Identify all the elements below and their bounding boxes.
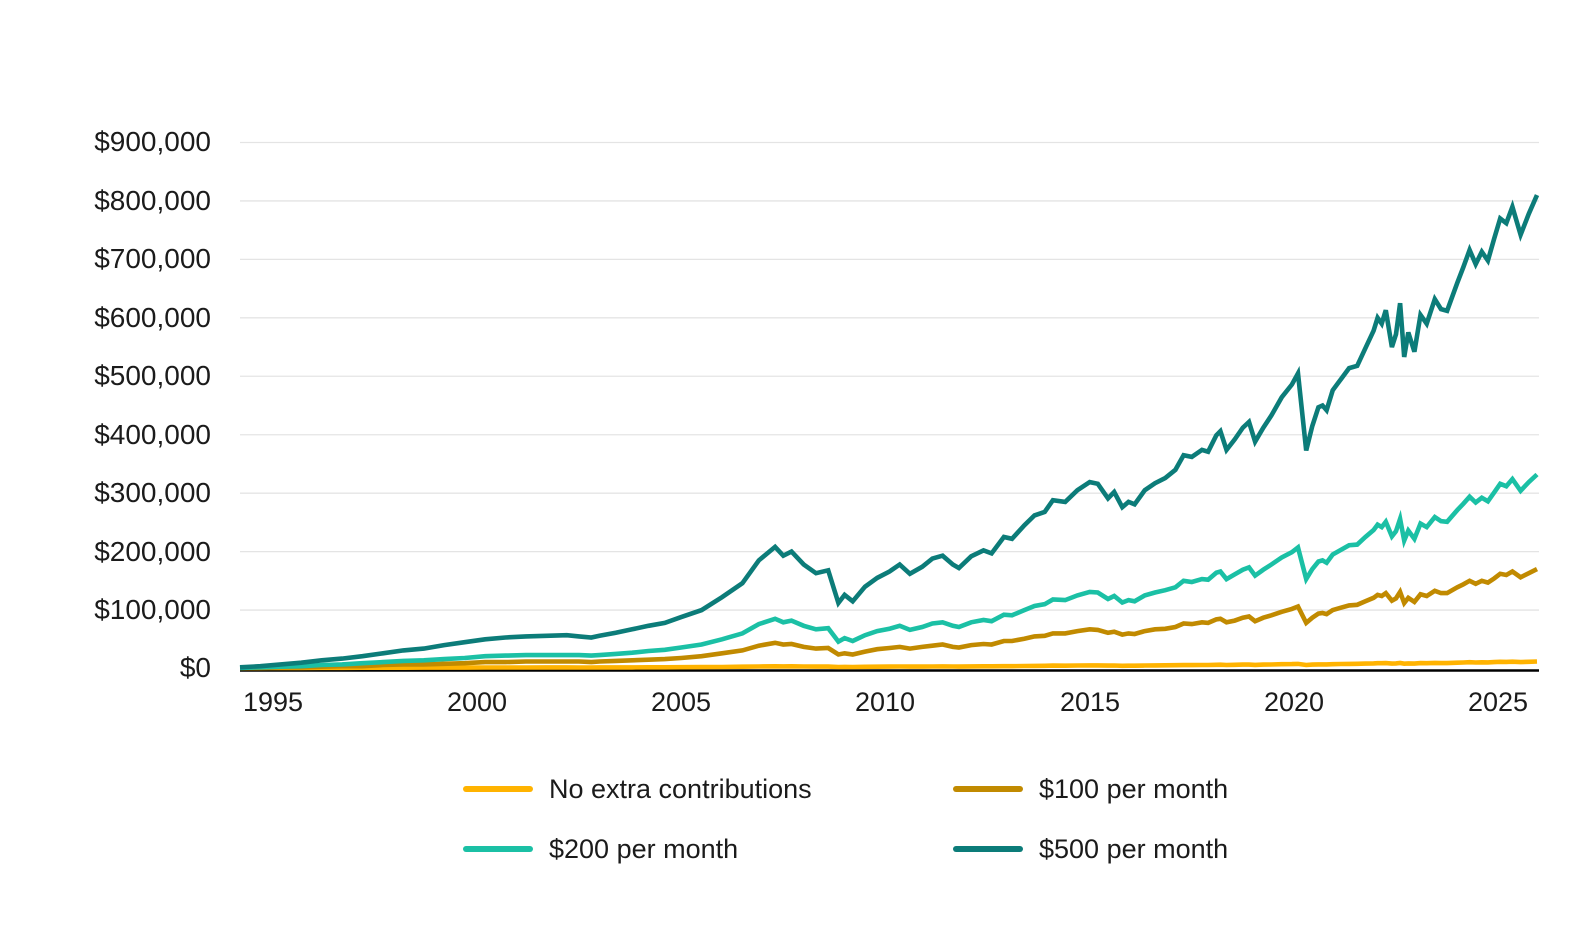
y-tick-label: $0 [179,652,211,683]
legend-item-500-per-month: $500 per month [953,832,1228,866]
legend-label: No extra contributions [549,774,812,804]
y-tick-label: $800,000 [94,185,211,216]
x-tick-label: 2010 [854,687,916,717]
y-tick-label: $300,000 [94,477,211,508]
series-line-no-extra-contributions [240,659,1538,671]
y-tick-label: $600,000 [94,302,211,333]
x-tick-label: 2000 [446,687,508,717]
y-tick-label: $100,000 [94,594,211,625]
y-tick-label: $700,000 [94,243,211,274]
x-tick-label: 2025 [1467,687,1529,717]
legend-item-100-per-month: $100 per month [953,772,1228,806]
y-tick-label: $500,000 [94,360,211,391]
legend-swatch-200-per-month [463,846,533,852]
y-tick-label: $900,000 [94,126,211,157]
x-tick-label: 1995 [242,687,304,717]
legend-item-200-per-month: $200 per month [463,832,738,866]
x-tick-label: 2005 [650,687,712,717]
y-tick-label: $200,000 [94,536,211,567]
y-tick-label: $400,000 [94,419,211,450]
legend-label: $100 per month [1039,774,1229,804]
series-line-100-per-month [240,567,1539,671]
legend-item-no-extra-contributions: No extra contributions [463,772,812,806]
legend-swatch-no-extra-contributions [463,786,533,792]
legend-label: $500 per month [1039,834,1229,864]
legend-label: $200 per month [549,834,739,864]
series-line-200-per-month [239,472,1539,671]
series-line-500-per-month [239,194,1540,670]
legend-swatch-100-per-month [953,786,1023,792]
legend-swatch-500-per-month [953,846,1023,852]
x-tick-label: 2015 [1059,687,1121,717]
x-tick-label: 2020 [1263,687,1325,717]
